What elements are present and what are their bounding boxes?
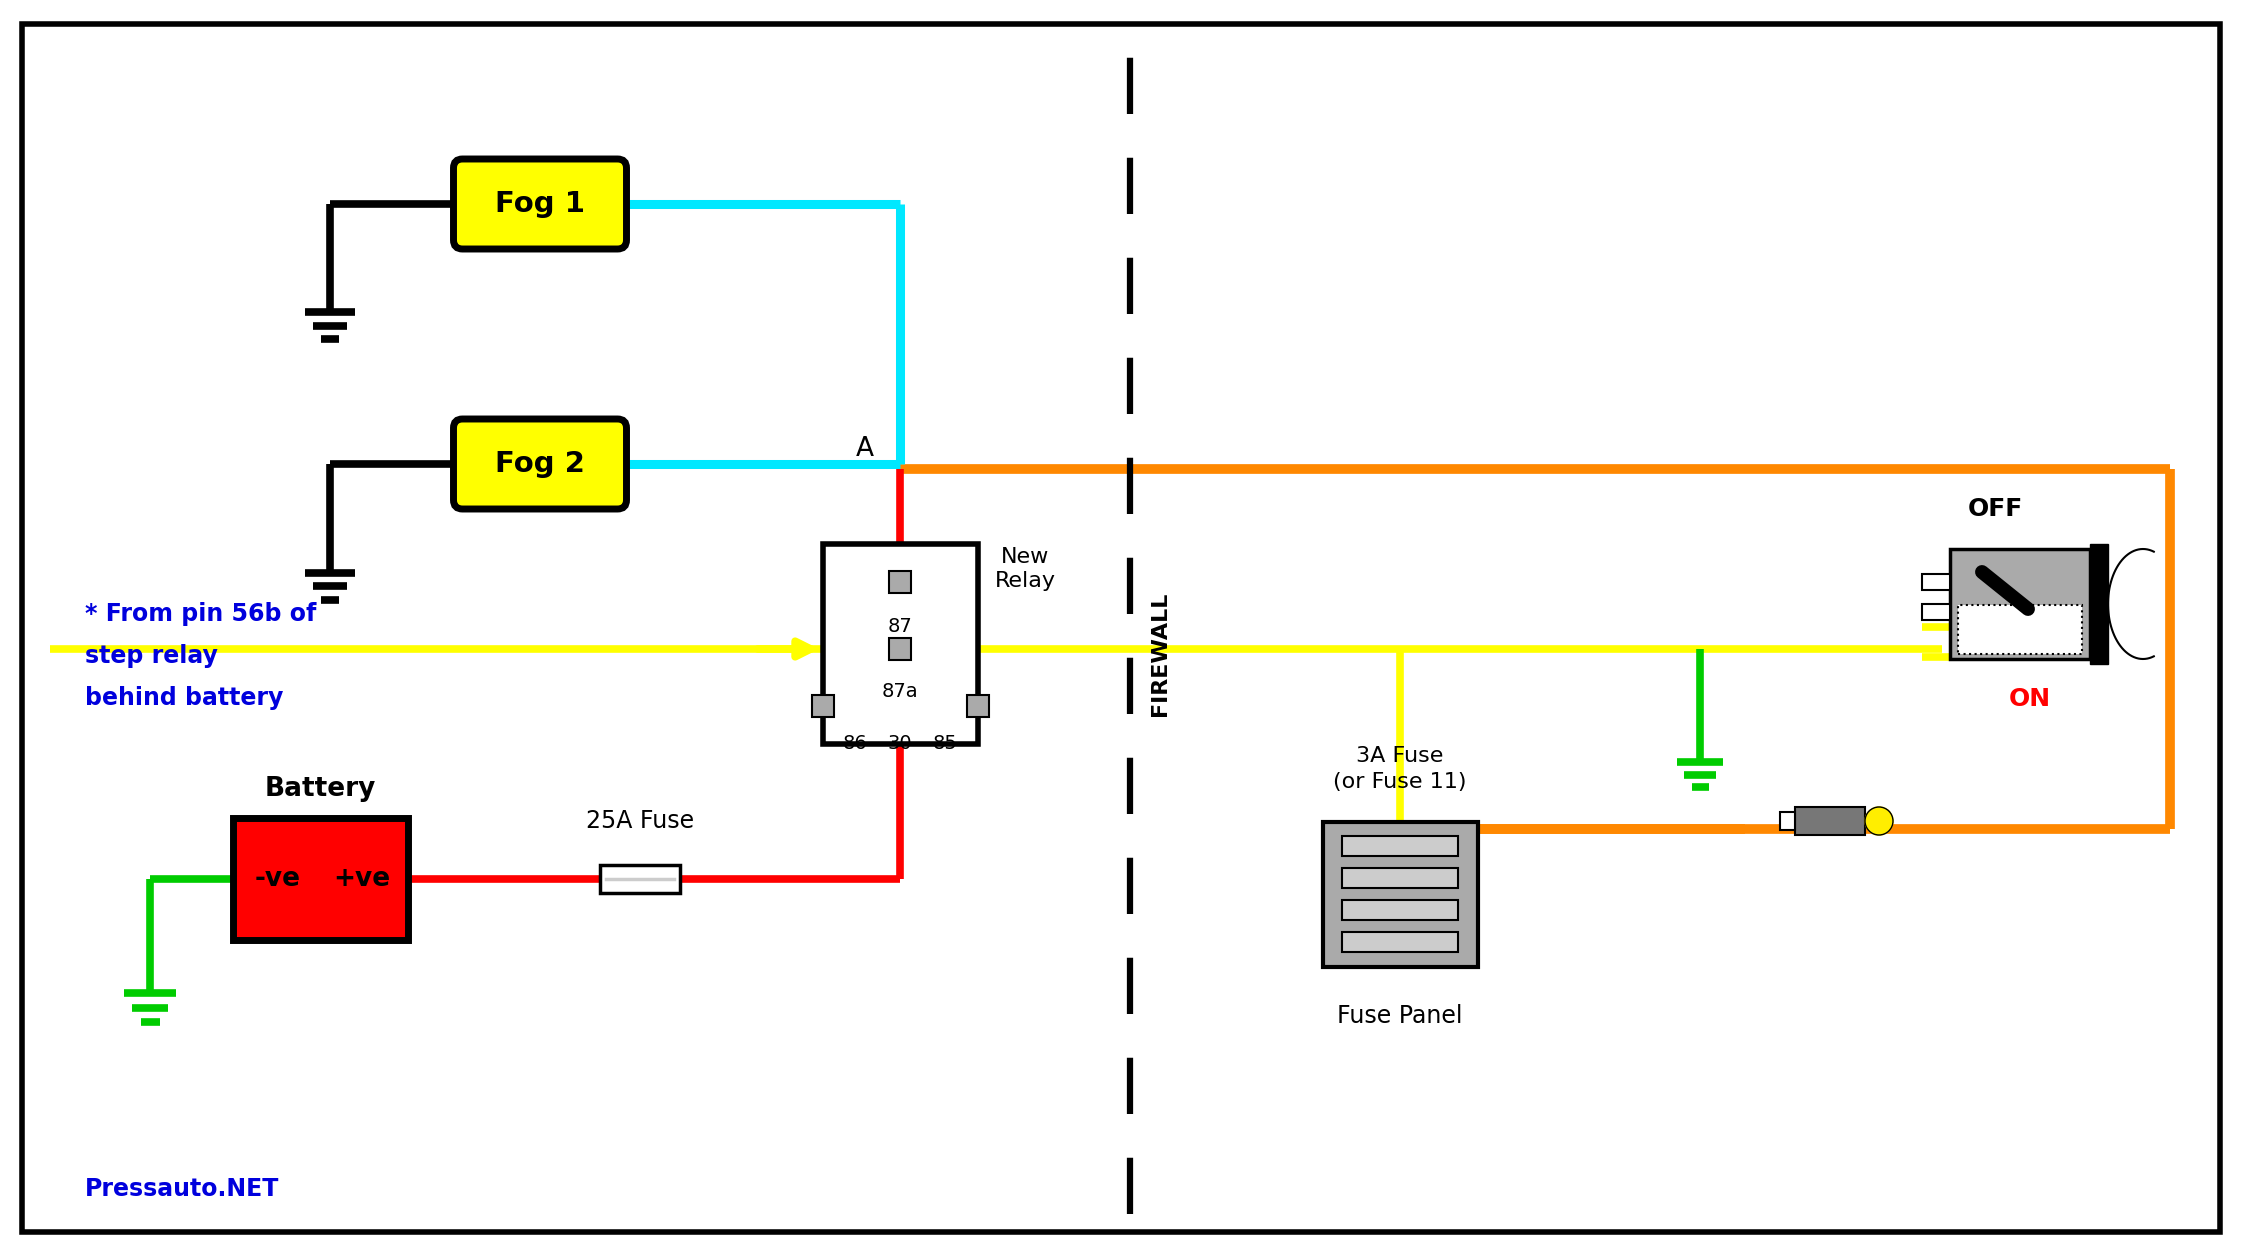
Bar [1922, 574, 1951, 589]
FancyBboxPatch shape [453, 159, 626, 250]
Text: Pressauto.NET: Pressauto.NET [85, 1178, 278, 1201]
Bar [1796, 808, 1866, 835]
Bar [822, 544, 977, 744]
Circle shape [1866, 808, 1893, 835]
Text: ON: ON [2009, 687, 2052, 711]
Text: Fog 1: Fog 1 [494, 191, 586, 218]
Bar [889, 571, 911, 593]
Text: * From pin 56b of: * From pin 56b of [85, 602, 317, 626]
Text: Battery: Battery [265, 776, 375, 803]
Bar [968, 695, 988, 717]
Text: 86: 86 [842, 734, 867, 752]
Text: A: A [855, 436, 873, 461]
Bar [889, 638, 911, 660]
Bar [1951, 549, 2090, 660]
Text: Fog 2: Fog 2 [496, 450, 586, 478]
Bar [1322, 821, 1477, 967]
Text: New
Relay: New Relay [995, 548, 1055, 591]
Bar [2090, 544, 2108, 665]
Polygon shape [2108, 549, 2153, 660]
Bar [810, 695, 833, 717]
Bar [1343, 868, 1457, 888]
FancyBboxPatch shape [453, 419, 626, 509]
Text: behind battery: behind battery [85, 686, 283, 710]
Text: 87a: 87a [882, 682, 918, 701]
Text: FIREWALL: FIREWALL [1149, 592, 1170, 716]
Text: 85: 85 [934, 734, 959, 752]
Text: 87: 87 [887, 617, 911, 636]
Text: 30: 30 [887, 734, 911, 752]
Text: 25A Fuse: 25A Fuse [586, 809, 694, 833]
Bar [1922, 604, 1951, 619]
Bar [599, 865, 680, 893]
Bar [1343, 932, 1457, 952]
Bar [1343, 900, 1457, 920]
Bar [1958, 604, 2081, 655]
Text: step relay: step relay [85, 645, 218, 668]
Text: 3A Fuse
(or Fuse 11): 3A Fuse (or Fuse 11) [1334, 746, 1466, 793]
Bar [1343, 836, 1457, 856]
Text: Fuse Panel: Fuse Panel [1338, 1004, 1464, 1028]
Text: OFF: OFF [1967, 497, 2023, 520]
Bar [233, 818, 409, 940]
Text: +ve: +ve [335, 867, 391, 892]
Bar [1780, 813, 1796, 830]
Text: -ve: -ve [256, 867, 301, 892]
